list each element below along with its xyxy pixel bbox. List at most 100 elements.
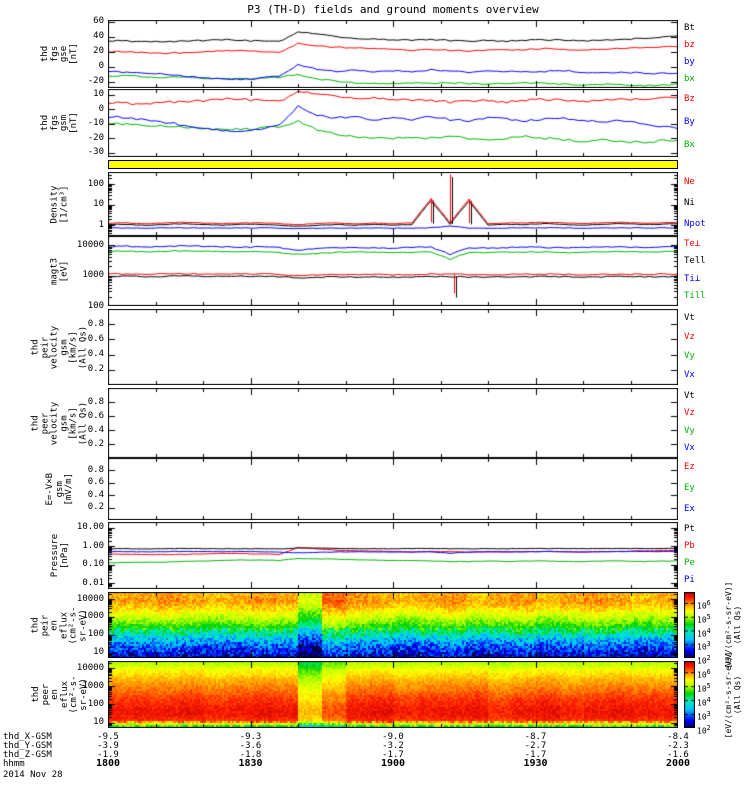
peer_vel-legend-Vt: Vt bbox=[684, 390, 695, 401]
pressure-legend-Pb: Pb bbox=[684, 541, 695, 552]
xaxis-value: -3.2 bbox=[382, 741, 404, 751]
pressure-ytick-1.00: 1.00 bbox=[82, 540, 104, 551]
peir_vel-legend-Vz: Vz bbox=[684, 331, 695, 342]
pressure-canvas bbox=[108, 522, 678, 589]
fgs_gsm-canvas bbox=[108, 89, 678, 157]
xaxis-value: -2.3 bbox=[667, 741, 689, 751]
peer_vel-canvas bbox=[108, 388, 678, 458]
peer_vel-legend-Vx: Vx bbox=[684, 443, 695, 454]
xaxis-value: -1.9 bbox=[97, 750, 119, 760]
xaxis-row-label-thd_Z-GSM: thd_Z-GSM bbox=[3, 750, 52, 760]
peer_spec-cbar-unit-label: [eV/(cm²-s-sr-eV)] (All Qs) bbox=[724, 651, 742, 738]
efield-ytick-0.2: 0.2 bbox=[87, 502, 104, 513]
magt3-canvas bbox=[108, 236, 678, 306]
pressure-ytick-0.10: 0.10 bbox=[82, 559, 104, 570]
peir_vel-ytick-0.8: 0.8 bbox=[87, 318, 104, 329]
peer_spec-ytick-100: 100 bbox=[87, 698, 104, 709]
xaxis-value: -1.8 bbox=[239, 750, 262, 760]
xaxis-time-label: hhmm bbox=[3, 759, 25, 769]
pressure-legend-Pe: Pe bbox=[684, 557, 695, 568]
xaxis-row-label-thd_X-GSM: thd_X-GSM bbox=[3, 732, 52, 742]
peir_vel-legend-Vx: Vx bbox=[684, 369, 695, 380]
fgs_gse-ytick-20: 20 bbox=[93, 46, 104, 57]
time-tick: 2000 bbox=[665, 758, 691, 769]
xaxis-value: -2.7 bbox=[524, 741, 547, 751]
xaxis-value: -1.7 bbox=[524, 750, 547, 760]
peir_spec-cbar-tick-1e5: 105 bbox=[697, 612, 711, 625]
peir_vel-legend-Vt: Vt bbox=[684, 312, 695, 323]
xaxis-row-label-thd_Y-GSM: thd_Y-GSM bbox=[3, 741, 52, 751]
density-legend-Ni: Ni bbox=[684, 198, 695, 208]
peer_vel-legend-Vy: Vy bbox=[684, 425, 695, 436]
peer_spec-ytick-10: 10 bbox=[93, 717, 104, 728]
efield-ytick-0.6: 0.6 bbox=[87, 477, 104, 488]
peir_spec-ytick-10: 10 bbox=[93, 647, 104, 658]
magt3-legend-Ti⊥: Ti⊥ bbox=[684, 273, 701, 284]
peir_spec-cbar-tick-1e4: 104 bbox=[697, 626, 711, 639]
time-tick: 1800 bbox=[95, 758, 121, 769]
xaxis-value: -9.3 bbox=[239, 732, 262, 742]
peer_spec-colorbar bbox=[684, 661, 695, 728]
peer_vel-ytick-0.2: 0.2 bbox=[87, 438, 104, 449]
efield-ytick-0.4: 0.4 bbox=[87, 489, 104, 500]
fgs_gsm-ytick--20: -20 bbox=[87, 132, 104, 143]
magt3-legend-Till: Till bbox=[684, 291, 706, 302]
peer_vel-ytick-0.4: 0.4 bbox=[87, 424, 104, 435]
peir_vel-legend-Vy: Vy bbox=[684, 350, 695, 361]
xaxis-value: -3.9 bbox=[97, 741, 119, 751]
magt3-ytick-10000: 10000 bbox=[76, 239, 104, 250]
date-label: 2014 Nov 28 bbox=[3, 770, 63, 780]
peer_spec-cbar-tick-1e4: 104 bbox=[697, 696, 711, 708]
density-legend-Ne: Ne bbox=[684, 176, 695, 187]
peir_vel-canvas bbox=[108, 309, 678, 385]
pressure-ytick-0.01: 0.01 bbox=[82, 577, 104, 588]
time-tick: 1930 bbox=[523, 758, 548, 769]
peir_spec-canvas bbox=[108, 592, 678, 658]
peer_vel-ytick-0.8: 0.8 bbox=[87, 396, 104, 407]
magt3-legend-Tell: Tell bbox=[684, 256, 706, 267]
efield-legend-Ey: Ey bbox=[684, 483, 695, 493]
fgs_gse-legend-Bt: Bt bbox=[684, 22, 695, 33]
peir_spec-cbar-tick-1e2: 102 bbox=[697, 654, 711, 666]
peer_spec-cbar-tick-1e2: 102 bbox=[697, 724, 711, 736]
peir_vel-ytick-0.6: 0.6 bbox=[87, 333, 104, 344]
fgs_gse-legend-by: by bbox=[684, 56, 695, 67]
flag-bar bbox=[108, 160, 678, 169]
peer_vel-ytick-0.6: 0.6 bbox=[87, 410, 104, 421]
peer_spec-cbar-tick-1e5: 105 bbox=[697, 682, 711, 694]
density-ytick-100: 100 bbox=[87, 178, 104, 189]
pressure-ytick-10.00: 10.00 bbox=[76, 522, 104, 533]
peir_vel-ytick-0.2: 0.2 bbox=[87, 364, 104, 375]
density-ytick-1: 1 bbox=[98, 219, 104, 230]
xaxis-value: -9.0 bbox=[382, 732, 404, 742]
efield-canvas bbox=[108, 458, 678, 520]
efield-legend-Ez: Ez bbox=[684, 462, 695, 473]
density-ytick-10: 10 bbox=[93, 199, 104, 210]
peir_vel-ytick-0.4: 0.4 bbox=[87, 349, 104, 360]
fgs_gsm-ytick--10: -10 bbox=[87, 118, 104, 129]
xaxis-value: -1.6 bbox=[667, 750, 689, 760]
fgs_gse-ytick-60: 60 bbox=[93, 16, 104, 26]
fgs_gse-legend-bx: bx bbox=[684, 73, 695, 84]
magt3-legend-Te⊥: Te⊥ bbox=[684, 238, 701, 249]
peer_spec-canvas bbox=[108, 661, 678, 728]
xaxis-value: -8.4 bbox=[667, 732, 689, 742]
fgs_gse-legend-bz: bz bbox=[684, 39, 695, 50]
pressure-legend-Pi: Pi bbox=[684, 574, 695, 585]
fgs_gsm-ytick-10: 10 bbox=[93, 89, 104, 100]
fgs_gsm-ytick--30: -30 bbox=[87, 147, 104, 158]
peer_vel-legend-Vz: Vz bbox=[684, 408, 695, 419]
efield-legend-Ex: Ex bbox=[684, 503, 695, 514]
xaxis-value: -1.7 bbox=[382, 750, 404, 760]
xaxis-value: -9.5 bbox=[97, 732, 119, 742]
fgs_gse-ytick--20: -20 bbox=[87, 76, 104, 87]
peir_spec-ytick-1000: 1000 bbox=[82, 611, 104, 622]
peer_spec-cbar-tick-1e6: 106 bbox=[697, 668, 711, 680]
time-tick: 1830 bbox=[238, 758, 263, 769]
peer_spec-cbar-tick-1e3: 103 bbox=[697, 710, 711, 722]
density-canvas bbox=[108, 172, 678, 236]
peir_spec-cbar-tick-1e3: 103 bbox=[697, 640, 711, 652]
magt3-ytick-100: 100 bbox=[87, 300, 104, 311]
time-tick: 1900 bbox=[380, 758, 406, 769]
